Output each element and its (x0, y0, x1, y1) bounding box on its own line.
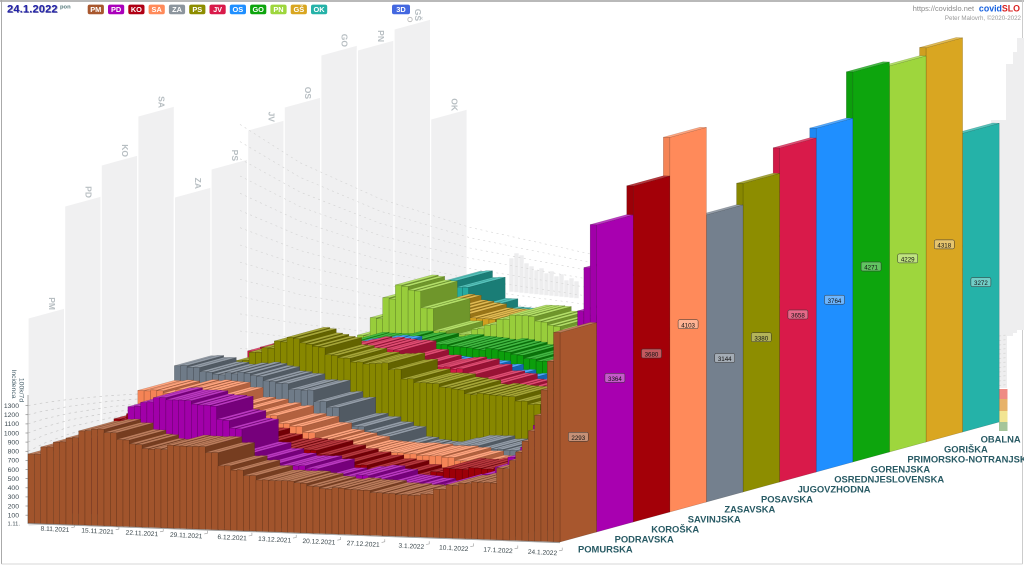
svg-text:24.1.2022: 24.1.2022 (528, 549, 558, 558)
svg-text:3144: 3144 (718, 356, 732, 363)
svg-text:3272: 3272 (974, 280, 988, 287)
svg-text:22.11.2021: 22.11.2021 (125, 530, 158, 539)
svg-text:PODRAVSKA: PODRAVSKA (615, 534, 674, 545)
svg-text:pon: pon (60, 5, 71, 11)
svg-text:KO: KO (131, 5, 142, 14)
svg-text:GŠ: GŠ (413, 9, 424, 22)
svg-text:PS: PS (192, 5, 202, 14)
svg-text:3.1.2022: 3.1.2022 (398, 543, 424, 551)
svg-text:4271: 4271 (864, 265, 878, 272)
svg-text:3680: 3680 (645, 352, 659, 359)
svg-text:Peter Malovrh, ©2020-2022: Peter Malovrh, ©2020-2022 (945, 15, 1022, 22)
svg-text:PM: PM (47, 297, 57, 310)
svg-text:SA: SA (157, 96, 167, 108)
svg-text:24.1.2022: 24.1.2022 (7, 4, 58, 16)
svg-text:OK: OK (449, 98, 459, 112)
svg-text:800: 800 (8, 449, 20, 456)
svg-text:100k/7d: 100k/7d (18, 378, 25, 402)
svg-text:17.1.2022: 17.1.2022 (483, 547, 513, 556)
svg-text:ZASAVSKA: ZASAVSKA (724, 504, 775, 515)
svg-text:3764: 3764 (828, 298, 842, 305)
svg-text:10.1.2022: 10.1.2022 (439, 545, 469, 554)
svg-text:GO: GO (252, 5, 264, 14)
svg-text:JV: JV (266, 112, 276, 123)
svg-text:900: 900 (8, 439, 20, 446)
svg-text:OS: OS (303, 87, 313, 100)
svg-text:4103: 4103 (681, 322, 695, 329)
svg-text:8.11.2021: 8.11.2021 (40, 526, 70, 535)
svg-text:covidSLO: covidSLO (979, 4, 1020, 14)
svg-text:200: 200 (8, 503, 20, 510)
svg-text:SAVINJSKA: SAVINJSKA (688, 514, 741, 525)
svg-text:24.1.2022: 24.1.2022 (8, 4, 59, 16)
svg-text:1200: 1200 (4, 412, 19, 419)
svg-text:15.11.2021: 15.11.2021 (81, 528, 114, 537)
svg-text:600: 600 (8, 467, 20, 474)
svg-text:KOROŠKA: KOROŠKA (651, 524, 699, 535)
svg-text:PD: PD (111, 5, 122, 14)
svg-text:13.12.2021: 13.12.2021 (258, 536, 292, 545)
svg-text:ZA: ZA (172, 5, 183, 14)
svg-text:400: 400 (8, 485, 20, 492)
svg-text:1300: 1300 (4, 403, 19, 410)
svg-text:6.12.2021: 6.12.2021 (217, 534, 247, 543)
svg-text:300: 300 (8, 494, 20, 501)
svg-text:4318: 4318 (937, 243, 951, 250)
svg-text:PRIMORSKO-NOTRANJSKA: PRIMORSKO-NOTRANJSKA (907, 454, 1024, 465)
svg-text:GORENJSKA: GORENJSKA (871, 464, 931, 475)
svg-text:OS: OS (233, 5, 244, 14)
svg-text:29.11.2021: 29.11.2021 (170, 532, 203, 541)
svg-text:JUGOVZHODNA: JUGOVZHODNA (798, 484, 871, 495)
svg-text:100: 100 (8, 513, 20, 520)
svg-text:ZA: ZA (193, 178, 203, 189)
svg-text:3364: 3364 (608, 376, 622, 383)
svg-text:GŠ: GŠ (293, 5, 304, 14)
svg-text:Incidenca: Incidenca (10, 369, 17, 398)
svg-text:3D: 3D (396, 5, 406, 14)
svg-text:3658: 3658 (791, 313, 805, 320)
svg-text:OSREDNJESLOVENSKA: OSREDNJESLOVENSKA (834, 474, 944, 485)
svg-text:700: 700 (8, 458, 20, 465)
svg-text:KO: KO (120, 144, 130, 157)
svg-text:PM: PM (90, 5, 101, 14)
svg-text:20.12.2021: 20.12.2021 (302, 538, 336, 547)
svg-text:1.11.: 1.11. (8, 522, 21, 528)
svg-text:JV: JV (213, 5, 222, 14)
svg-text:2293: 2293 (571, 435, 585, 442)
svg-text:POMURSKA: POMURSKA (578, 544, 633, 555)
svg-text:GORIŠKA: GORIŠKA (944, 444, 988, 455)
svg-text:OK: OK (314, 5, 326, 14)
svg-text:POSAVSKA: POSAVSKA (761, 494, 813, 505)
svg-text:1100: 1100 (4, 421, 19, 428)
svg-text:3380: 3380 (754, 335, 768, 342)
svg-text:PD: PD (83, 186, 93, 198)
svg-text:PN: PN (273, 5, 283, 14)
svg-text:GO: GO (340, 34, 350, 48)
svg-text:SA: SA (152, 5, 163, 14)
svg-text:4229: 4229 (901, 257, 915, 264)
svg-text:PS: PS (230, 150, 240, 162)
svg-text:OBALNA: OBALNA (981, 434, 1021, 445)
svg-text:27.12.2021: 27.12.2021 (347, 540, 381, 549)
svg-text:PN: PN (376, 30, 386, 42)
svg-text:500: 500 (8, 476, 20, 483)
svg-text:1000: 1000 (4, 430, 19, 437)
svg-text:https://covidslo.net: https://covidslo.net (913, 4, 974, 13)
